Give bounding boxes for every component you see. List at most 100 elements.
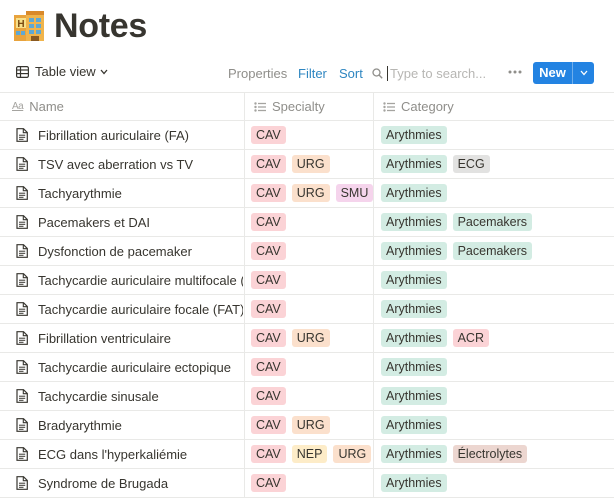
tag: Arythmies bbox=[381, 184, 447, 202]
cell-name[interactable]: ECG dans l'hyperkaliémie bbox=[12, 440, 243, 468]
tag: CAV bbox=[251, 242, 286, 260]
cell-name[interactable]: Bradyarythmie bbox=[12, 411, 243, 439]
cell-category[interactable]: Arythmies bbox=[373, 295, 614, 323]
filter-button[interactable]: Filter bbox=[298, 66, 327, 81]
cell-specialty[interactable]: CAV URG bbox=[244, 411, 373, 439]
table-row[interactable]: ECG dans l'hyperkaliémie CAV NEP URG Arythmi… bbox=[0, 440, 614, 469]
table-row[interactable]: Tachycardie auriculaire focale (FAT) CAV A… bbox=[0, 295, 614, 324]
cell-category[interactable]: Arythmies bbox=[373, 382, 614, 410]
chevron-down-icon bbox=[100, 69, 108, 74]
page-document-icon bbox=[16, 157, 28, 171]
page-document-icon bbox=[16, 389, 28, 403]
cell-category[interactable]: Arythmies Pacemakers bbox=[373, 208, 614, 236]
cell-specialty[interactable]: CAV bbox=[244, 295, 373, 323]
table-row[interactable]: Syndrome de Brugada CAV Arythmies bbox=[0, 469, 614, 498]
cell-category[interactable]: Arythmies bbox=[373, 411, 614, 439]
page-document-icon bbox=[16, 186, 28, 200]
table-row[interactable]: Tachycardie auriculaire multifocale (I CA… bbox=[0, 266, 614, 295]
tag: CAV bbox=[251, 271, 286, 289]
cell-category[interactable]: Arythmies bbox=[373, 121, 614, 149]
column-header-category[interactable]: Category bbox=[373, 93, 614, 120]
cell-specialty[interactable]: CAV bbox=[244, 266, 373, 294]
tag: Arythmies bbox=[381, 126, 447, 144]
cell-name[interactable]: Dysfonction de pacemaker bbox=[12, 237, 243, 265]
tag: Pacemakers bbox=[452, 213, 533, 231]
cell-name[interactable]: Tachycardie sinusale bbox=[12, 382, 243, 410]
table-row[interactable]: Tachyarythmie CAV URG SMU Arythmies bbox=[0, 179, 614, 208]
tag: Arythmies bbox=[381, 300, 447, 318]
cell-name[interactable]: TSV avec aberration vs TV bbox=[12, 150, 243, 178]
tag: CAV bbox=[251, 155, 286, 173]
new-dropdown-button[interactable] bbox=[573, 62, 594, 84]
tag: CAV bbox=[251, 445, 286, 463]
table-row[interactable]: Fibrillation ventriculaire CAV URG Arythmie… bbox=[0, 324, 614, 353]
cell-specialty[interactable]: CAV bbox=[244, 208, 373, 236]
tag: Arythmies bbox=[381, 387, 447, 405]
new-button[interactable]: New bbox=[533, 62, 594, 84]
cell-specialty[interactable]: CAV bbox=[244, 469, 373, 497]
multi-select-icon bbox=[254, 101, 266, 112]
table-row[interactable]: Dysfonction de pacemaker CAV Arythmies Pace… bbox=[0, 237, 614, 266]
cell-name[interactable]: Tachycardie auriculaire ectopique bbox=[12, 353, 243, 381]
tag: SMU bbox=[335, 184, 373, 202]
tag: Arythmies bbox=[381, 155, 447, 173]
page-document-icon bbox=[16, 244, 28, 258]
text-property-icon: Aa bbox=[12, 101, 24, 112]
cell-name[interactable]: Tachycardie auriculaire focale (FAT) bbox=[12, 295, 243, 323]
column-header-name[interactable]: Aa Name bbox=[12, 99, 64, 114]
cell-name[interactable]: Fibrillation auriculaire (FA) bbox=[12, 121, 243, 149]
cell-specialty[interactable]: CAV bbox=[244, 237, 373, 265]
search-input[interactable] bbox=[387, 65, 487, 81]
cell-category[interactable]: Arythmies bbox=[373, 266, 614, 294]
tag: ACR bbox=[452, 329, 489, 347]
hotel-icon[interactable]: H bbox=[12, 9, 46, 43]
more-options-button[interactable] bbox=[505, 62, 525, 82]
row-title: Tachycardie auriculaire focale (FAT) bbox=[38, 301, 243, 317]
cell-name[interactable]: Pacemakers et DAI bbox=[12, 208, 243, 236]
tag: URG bbox=[291, 416, 330, 434]
row-title: Tachycardie sinusale bbox=[38, 388, 159, 404]
cell-specialty[interactable]: CAV URG SMU bbox=[244, 179, 373, 207]
tag: CAV bbox=[251, 416, 286, 434]
table-row[interactable]: TSV avec aberration vs TV CAV URG Arythmies… bbox=[0, 150, 614, 179]
cell-category[interactable]: Arythmies ECG bbox=[373, 150, 614, 178]
table-row[interactable]: Tachycardie sinusale CAV Arythmies bbox=[0, 382, 614, 411]
properties-button[interactable]: Properties bbox=[228, 66, 288, 81]
cell-category[interactable]: Arythmies Électrolytes bbox=[373, 440, 614, 468]
cell-specialty[interactable]: CAV bbox=[244, 353, 373, 381]
table-row[interactable]: Fibrillation auriculaire (FA) CAV Arythmie… bbox=[0, 121, 614, 150]
table-icon bbox=[16, 65, 29, 78]
cell-specialty[interactable]: CAV NEP URG bbox=[244, 440, 373, 468]
cell-specialty[interactable]: CAV bbox=[244, 382, 373, 410]
table-row[interactable]: Pacemakers et DAI CAV Arythmies Pacemakers bbox=[0, 208, 614, 237]
cell-category[interactable]: Arythmies Pacemakers bbox=[373, 237, 614, 265]
cell-category[interactable]: Arythmies bbox=[373, 179, 614, 207]
cell-specialty[interactable]: CAV bbox=[244, 121, 373, 149]
table-row[interactable]: Tachycardie auriculaire ectopique CAV Aryt… bbox=[0, 353, 614, 382]
column-header-specialty[interactable]: Specialty bbox=[244, 93, 373, 120]
row-title: Dysfonction de pacemaker bbox=[38, 243, 192, 259]
tag: Arythmies bbox=[381, 474, 447, 492]
cell-category[interactable]: Arythmies bbox=[373, 353, 614, 381]
table-header: Aa Name Specialty Category bbox=[0, 92, 614, 121]
tag: CAV bbox=[251, 358, 286, 376]
tag: Arythmies bbox=[381, 213, 447, 231]
search-box bbox=[372, 63, 492, 83]
page-document-icon bbox=[16, 360, 28, 374]
cell-category[interactable]: Arythmies ACR bbox=[373, 324, 614, 352]
table-row[interactable]: Bradyarythmie CAV URG Arythmies bbox=[0, 411, 614, 440]
tag: URG bbox=[333, 445, 372, 463]
cell-name[interactable]: Tachyarythmie bbox=[12, 179, 243, 207]
cell-category[interactable]: Arythmies bbox=[373, 469, 614, 497]
sort-button[interactable]: Sort bbox=[339, 66, 363, 81]
cell-name[interactable]: Fibrillation ventriculaire bbox=[12, 324, 243, 352]
cell-specialty[interactable]: CAV URG bbox=[244, 324, 373, 352]
view-switcher[interactable]: Table view bbox=[16, 64, 108, 79]
cell-specialty[interactable]: CAV URG bbox=[244, 150, 373, 178]
cell-name[interactable]: Syndrome de Brugada bbox=[12, 469, 243, 497]
tag: Pacemakers bbox=[452, 242, 533, 260]
row-title: Bradyarythmie bbox=[38, 417, 122, 433]
tag: CAV bbox=[251, 474, 286, 492]
cell-name[interactable]: Tachycardie auriculaire multifocale (I bbox=[12, 266, 243, 294]
database-toolbar: Table view Properties Filter Sort New bbox=[0, 58, 614, 88]
